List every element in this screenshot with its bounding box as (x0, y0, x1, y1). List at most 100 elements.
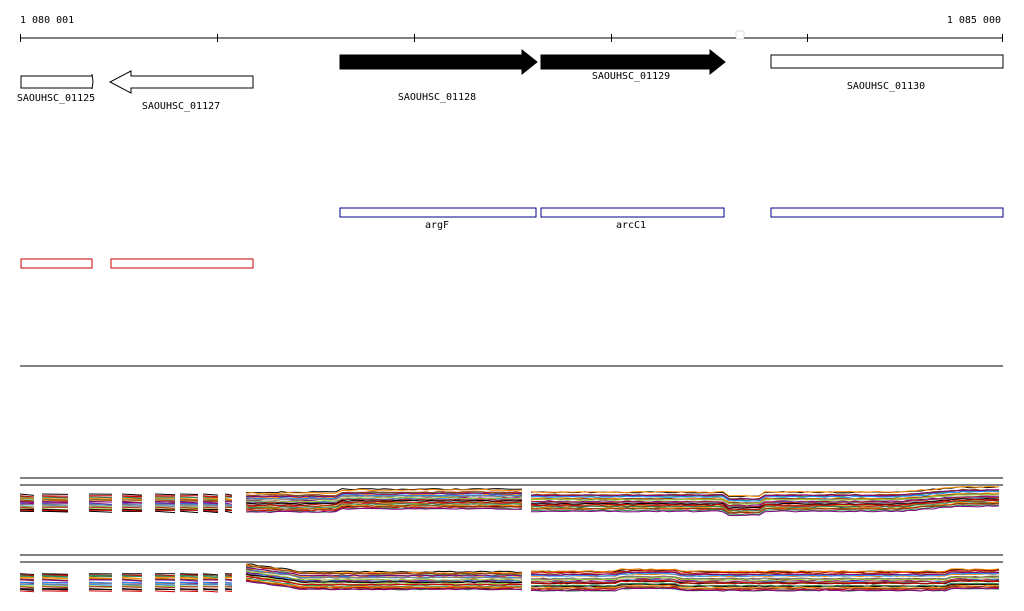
gene-box[interactable] (770, 54, 1004, 69)
coverage-segment (121, 588, 143, 590)
coverage-segment (154, 574, 176, 578)
coverage-segment (154, 506, 176, 509)
coverage-trace (245, 492, 523, 498)
coverage-segment (224, 574, 233, 578)
coverage-trace (245, 567, 523, 577)
coverage-segment (154, 503, 176, 505)
coverage-trace (530, 580, 1000, 585)
coverage-segment (202, 508, 219, 511)
coverage-segment (154, 505, 176, 508)
coverage-segment (154, 590, 176, 593)
gene-arrow[interactable] (20, 73, 94, 90)
coverage-trace (530, 496, 1000, 508)
gene-track: SAOUHSC_01125 SAOUHSC_01127 SAOUHSC_0112… (17, 48, 1004, 112)
coverage-trace (530, 498, 1000, 510)
coverage-segment (202, 590, 219, 593)
coverage-trace (245, 496, 523, 503)
annotation-track-blue: argF arcC1 (339, 207, 1004, 231)
coverage-segment (41, 505, 69, 507)
gene-label: SAOUHSC_01129 (592, 71, 670, 82)
coverage-trace (530, 568, 1000, 573)
coverage-segment (88, 575, 113, 578)
feature-arcC1[interactable] (540, 207, 725, 218)
coverage-segment (121, 590, 143, 592)
coverage-trace (530, 585, 1000, 590)
coverage-segment (19, 573, 35, 575)
feature-argF[interactable] (339, 207, 537, 218)
coverage-segment (19, 586, 35, 589)
coverage-segment (121, 493, 143, 496)
coverage-segment (121, 578, 143, 581)
coverage-segment (41, 573, 69, 575)
coverage-segment (41, 508, 69, 511)
coverage-segment (179, 508, 199, 510)
coverage-segment (179, 506, 199, 509)
coverage-segment (202, 508, 219, 510)
coverage-segment (41, 574, 69, 576)
coverage-segment (202, 498, 219, 501)
coverage-segment (19, 574, 35, 577)
coverage-segment (224, 502, 233, 505)
coverage-trace (245, 579, 523, 589)
coverage-track-2 (19, 554, 1003, 593)
coverage-segment (19, 501, 35, 504)
coverage-segment (121, 576, 143, 580)
coverage-segment (88, 581, 113, 584)
gene-SAOUHSC_01128[interactable]: SAOUHSC_01128 (339, 48, 538, 103)
coverage-trace (245, 573, 523, 584)
coverage-segment (224, 588, 233, 590)
coverage-trace (245, 575, 523, 586)
gene-SAOUHSC_01125[interactable]: SAOUHSC_01125 (17, 73, 95, 104)
coverage-segment (154, 493, 176, 496)
coverage-segment (224, 590, 233, 592)
coverage-segment (224, 493, 233, 496)
coverage-segment (179, 493, 199, 495)
coverage-segment (224, 581, 233, 584)
coverage-segment (19, 506, 35, 508)
red-feature[interactable] (20, 258, 93, 269)
gene-label: SAOUHSC_01128 (398, 92, 476, 103)
gene-arrow[interactable] (339, 48, 538, 76)
coverage-segment (41, 579, 69, 582)
coverage-segment (19, 506, 35, 509)
coverage-trace (245, 563, 523, 573)
coverage-segment (41, 574, 69, 578)
gene-arrow[interactable] (108, 70, 254, 94)
gene-SAOUHSC_01130[interactable]: SAOUHSC_01130 (770, 54, 1004, 92)
gene-SAOUHSC_01127[interactable]: SAOUHSC_01127 (108, 70, 254, 112)
coverage-trace (530, 504, 1000, 516)
coverage-segment (19, 493, 35, 496)
coverage-segment (202, 502, 219, 505)
coverage-segment (88, 506, 113, 509)
coverage-segment (179, 579, 199, 582)
coverage-segment (19, 498, 35, 500)
coverage-segment (121, 574, 143, 578)
coverage-segment (88, 502, 113, 505)
coverage-segment (41, 510, 69, 513)
ruler-end-label: 1 085 000 (947, 15, 1001, 26)
coverage-segment (179, 501, 199, 504)
coverage-segment (121, 496, 143, 499)
coverage-segment (121, 509, 143, 512)
coverage-segment (224, 505, 233, 508)
gene-arrow[interactable] (540, 48, 726, 76)
coverage-segment (202, 573, 219, 576)
coverage-trace (245, 578, 523, 589)
coverage-trace (530, 587, 1000, 592)
coverage-segment (224, 508, 233, 511)
gene-SAOUHSC_01129[interactable]: SAOUHSC_01129 (540, 48, 726, 82)
feature-label: arcC1 (616, 220, 646, 231)
coverage-segment (202, 583, 219, 585)
ruler-start-label: 1 080 001 (20, 15, 74, 26)
coverage-segment (179, 590, 199, 592)
red-feature[interactable] (110, 258, 254, 269)
coverage-segment (202, 503, 219, 506)
coverage-segment (121, 508, 143, 511)
coverage-trace (245, 501, 523, 507)
coverage-segment (202, 501, 219, 504)
feature-unnamed[interactable] (770, 207, 1004, 218)
coverage-segment (202, 574, 219, 577)
coverage-trace (530, 505, 1000, 517)
gene-label: SAOUHSC_01127 (142, 101, 220, 112)
